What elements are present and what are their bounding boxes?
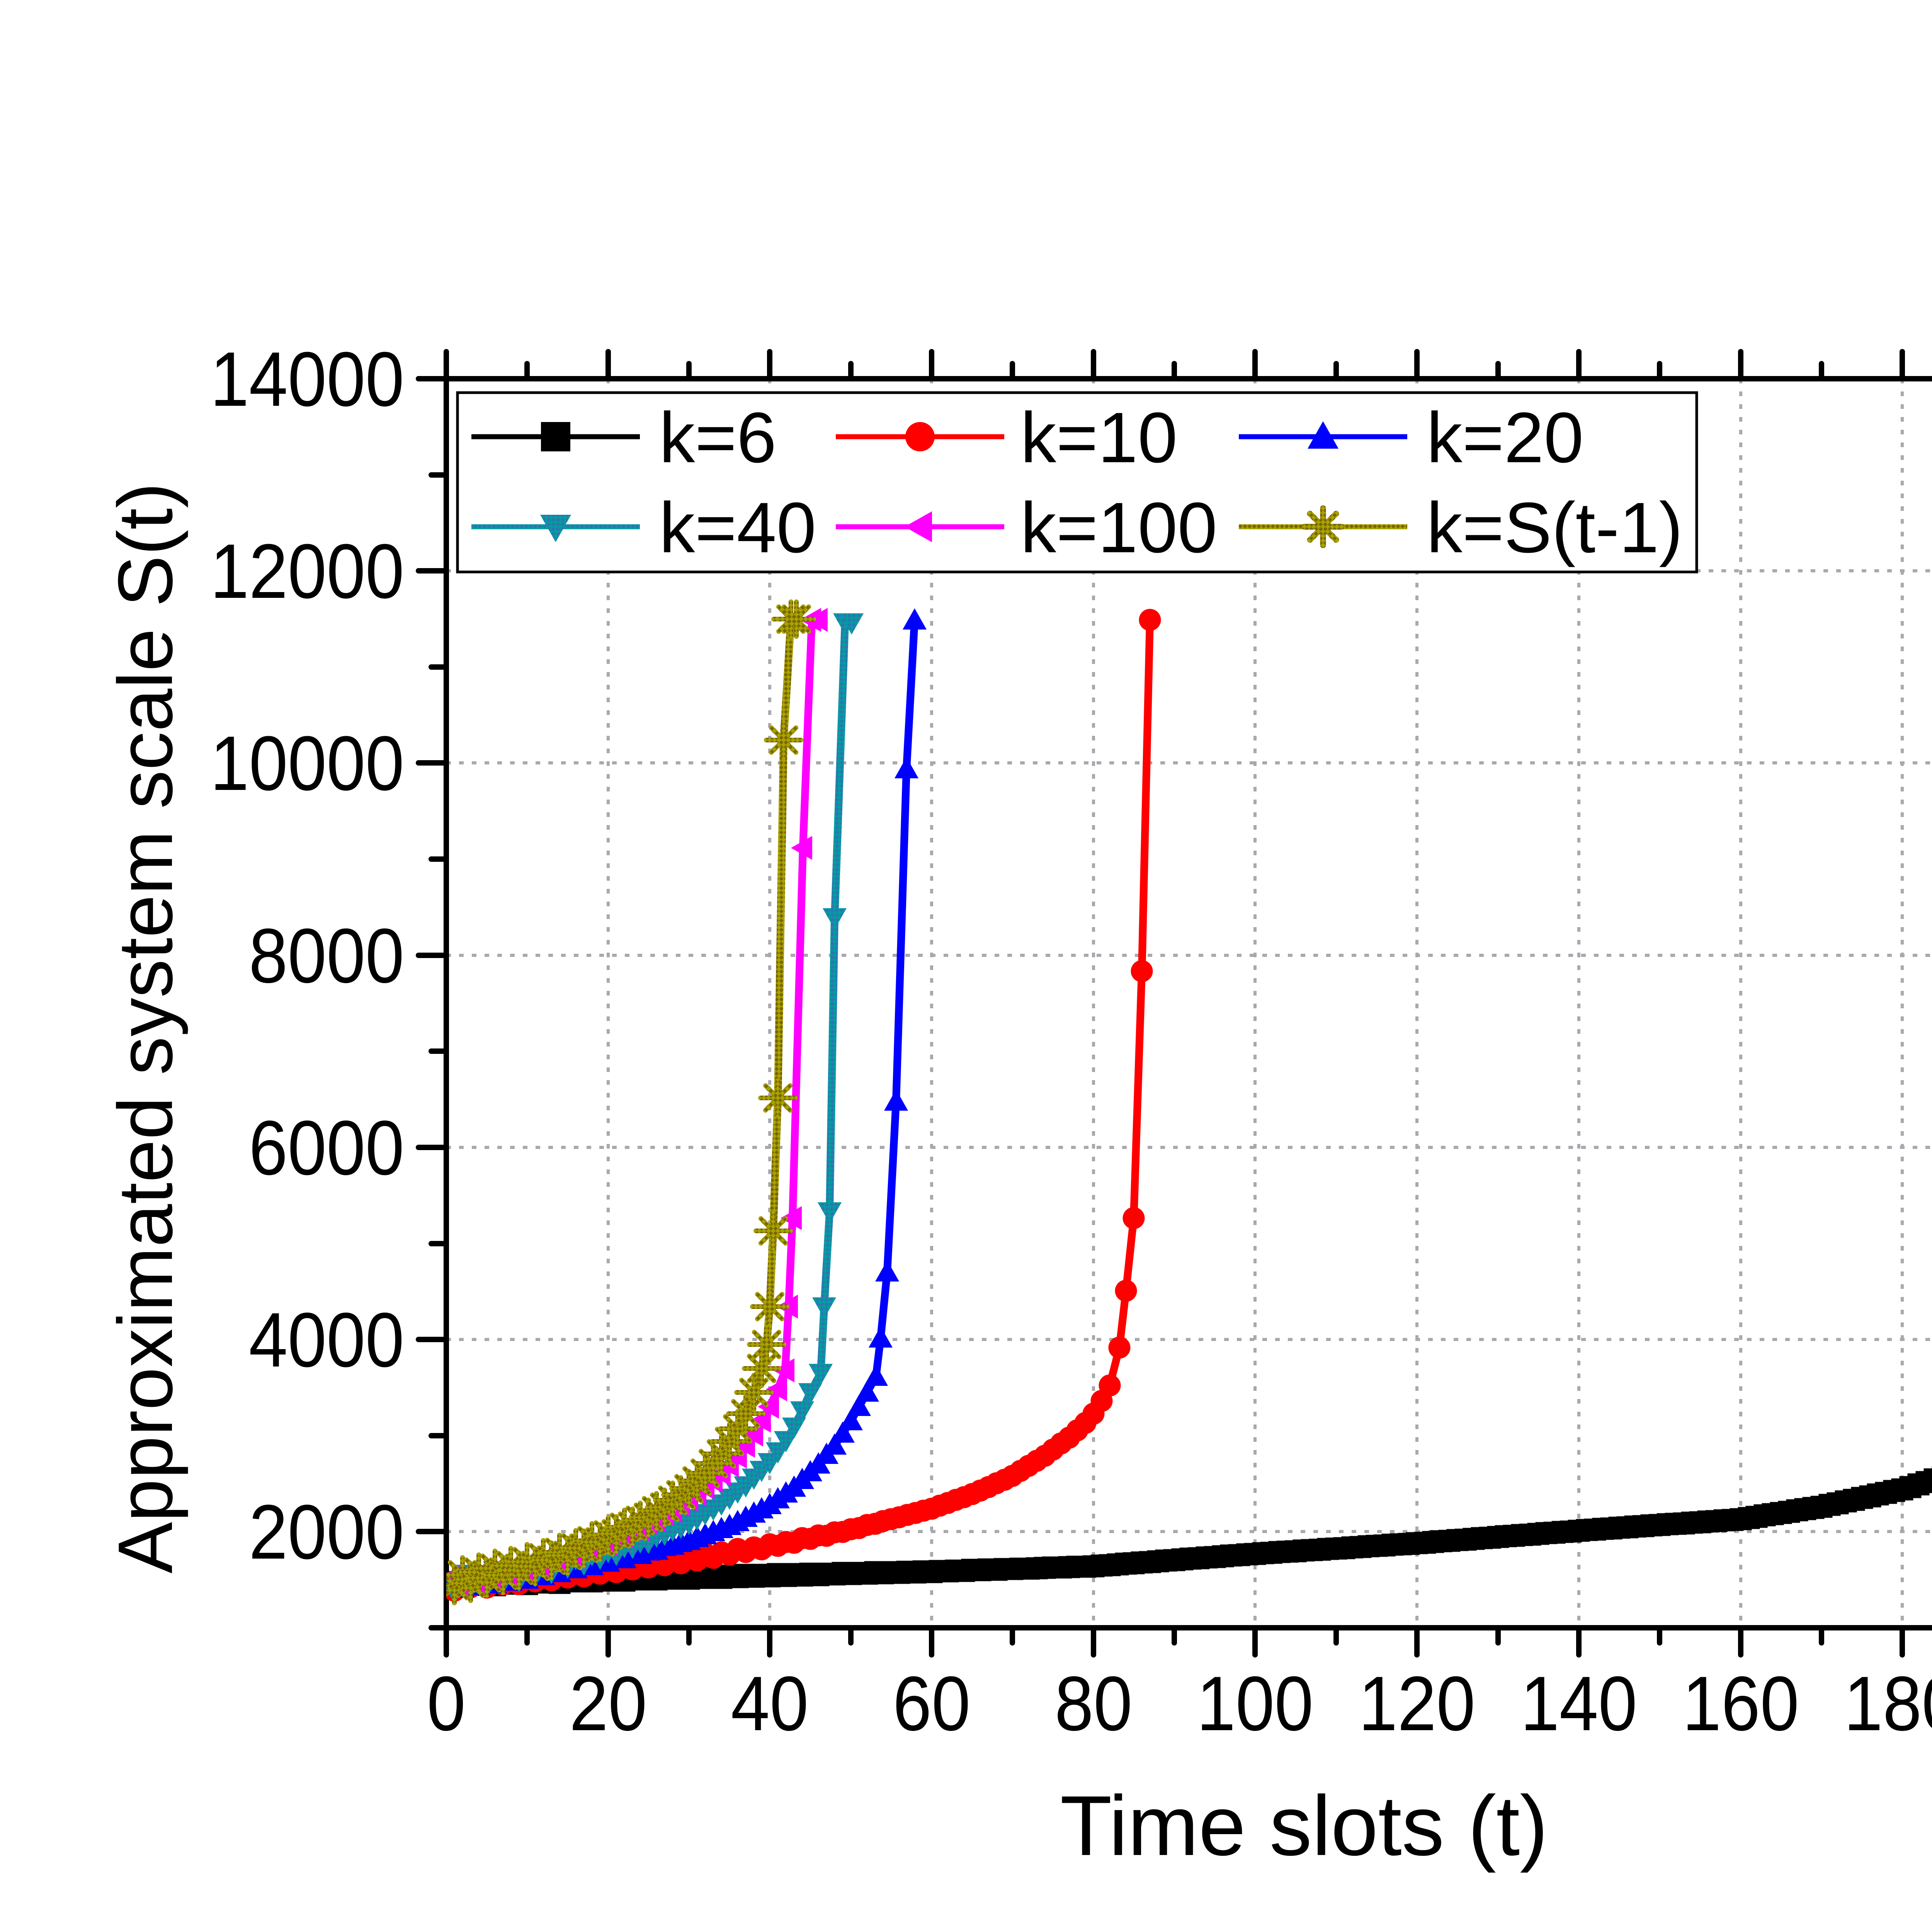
svg-text:60: 60 (893, 1661, 971, 1747)
svg-text:140: 140 (1520, 1661, 1637, 1747)
svg-text:20: 20 (570, 1661, 647, 1747)
svg-text:k=10: k=10 (1020, 398, 1177, 478)
svg-text:0: 0 (427, 1661, 466, 1747)
svg-text:180: 180 (1844, 1661, 1932, 1747)
svg-text:k=100: k=100 (1020, 488, 1217, 568)
svg-text:k=40: k=40 (659, 488, 816, 568)
svg-text:k=S(t-1): k=S(t-1) (1427, 488, 1683, 568)
svg-text:12000: 12000 (210, 528, 404, 614)
svg-text:2000: 2000 (249, 1489, 404, 1575)
svg-text:6000: 6000 (249, 1105, 404, 1191)
svg-text:8000: 8000 (249, 913, 404, 999)
svg-text:120: 120 (1359, 1661, 1475, 1747)
svg-text:14000: 14000 (210, 336, 404, 422)
svg-text:100: 100 (1197, 1661, 1313, 1747)
svg-text:4000: 4000 (249, 1297, 404, 1383)
svg-text:Time slots (t): Time slots (t) (1060, 1778, 1548, 1873)
svg-text:k=20: k=20 (1427, 398, 1583, 478)
svg-text:40: 40 (731, 1661, 809, 1747)
svg-text:10000: 10000 (210, 720, 404, 807)
svg-text:160: 160 (1682, 1661, 1799, 1747)
svg-text:80: 80 (1055, 1661, 1133, 1747)
svg-text:Approximated system scale S(t): Approximated system scale S(t) (102, 482, 189, 1573)
svg-text:k=6: k=6 (659, 398, 776, 478)
